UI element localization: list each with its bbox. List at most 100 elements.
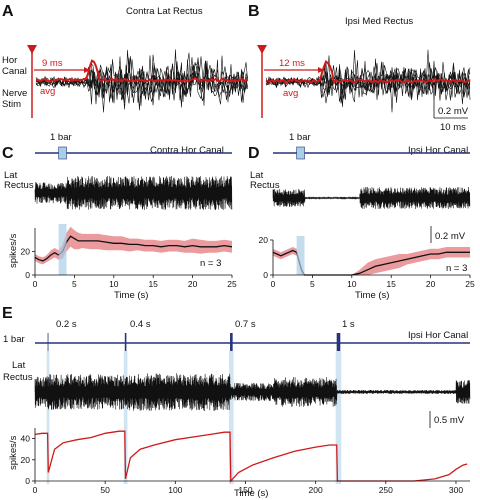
- y-tick-label: 40: [21, 434, 31, 444]
- hor-canal-label-1: Hor: [2, 55, 17, 66]
- y-tick-label: 0: [25, 270, 30, 280]
- trace-label-e-2: Rectus: [3, 372, 33, 383]
- sweep-trace: [265, 49, 471, 108]
- avg-label-b: avg: [283, 88, 298, 99]
- x-tick-label: 15: [148, 279, 158, 289]
- xlabel-d: Time (s): [355, 290, 389, 301]
- latency-arrow-a: [34, 67, 90, 73]
- x-tick-label: 200: [309, 485, 323, 495]
- spike-trace-c: [34, 175, 233, 210]
- sem-band: [273, 247, 470, 275]
- x-tick-label: 5: [72, 279, 77, 289]
- duration-label-4: 1 s: [342, 319, 355, 330]
- panel-b-title: Ipsi Med Rectus: [345, 16, 413, 27]
- x-tick-label: 10: [109, 279, 119, 289]
- hor-canal-label-2: Canal: [2, 66, 27, 77]
- mean-rate-line: [34, 235, 233, 262]
- panel-e-letter: E: [2, 305, 13, 322]
- ylabel-e: spikes/s: [8, 435, 19, 470]
- x-tick-label: 0: [271, 279, 276, 289]
- stim-window-d: [296, 146, 305, 160]
- x-tick-label: 0: [33, 279, 38, 289]
- x-tick-label: 5: [310, 279, 315, 289]
- trace-label-e-1: Lat: [12, 360, 26, 371]
- rate-chart-d: 0 5 10 15 20 25 0 20: [259, 235, 475, 289]
- y-tick-label: 0: [263, 270, 268, 280]
- ylabel-c: spikes/s: [8, 233, 19, 268]
- bar-label-c: 1 bar: [50, 132, 72, 143]
- bar-label-d: 1 bar: [289, 132, 311, 143]
- n-label-c: n = 3: [200, 258, 221, 269]
- avg-label-a: avg: [40, 86, 55, 97]
- trace-label-d-2: Rectus: [250, 180, 280, 191]
- y-tick-label: 20: [259, 235, 269, 245]
- x-tick-label: 25: [465, 279, 475, 289]
- duration-label-1: 0.2 s: [56, 319, 77, 330]
- stim-pulse: [124, 333, 127, 351]
- firing-rate-line: [34, 430, 468, 483]
- stim-pulse: [336, 333, 341, 351]
- latency-a: 9 ms: [42, 58, 63, 69]
- x-tick-label: 150: [238, 485, 252, 495]
- panel-d-letter: D: [248, 145, 260, 162]
- x-tick-label: 20: [188, 279, 198, 289]
- panel-c-title: Contra Hor Canal: [150, 145, 224, 156]
- xlabel-c: Time (s): [114, 290, 148, 301]
- nerve-stim-label-2: Stim: [2, 99, 21, 110]
- stim-windows-e: [46, 333, 342, 484]
- scale-time-b: 10 ms: [440, 122, 466, 133]
- y-tick-label: 20: [21, 247, 31, 257]
- latency-arrow-b: [264, 67, 324, 73]
- x-tick-label: 300: [449, 485, 463, 495]
- stim-shading: [229, 351, 234, 484]
- xlabel-e: Time (s): [234, 488, 268, 499]
- duration-label-3: 0.7 s: [235, 319, 256, 330]
- x-tick-label: 10: [347, 279, 357, 289]
- panel-d-title: Ipsi Hor Canal: [408, 145, 468, 156]
- panel-e-title: Ipsi Hor Canal: [408, 330, 468, 341]
- panel-a-letter: A: [2, 3, 14, 20]
- latency-b: 12 ms: [279, 58, 305, 69]
- trace-label-d-1: Lat: [250, 170, 264, 181]
- stim-window-c: [58, 146, 67, 160]
- n-label-d: n = 3: [446, 263, 467, 274]
- sweep-trace: [35, 49, 248, 113]
- nerve-stim-label-1: Nerve: [2, 88, 27, 99]
- stim-arrow-b: [257, 45, 267, 54]
- stim-pulse: [230, 333, 233, 351]
- stim-arrow-a: [27, 45, 37, 54]
- stim-pulse: [47, 333, 49, 351]
- duration-label-2: 0.4 s: [130, 319, 151, 330]
- x-tick-label: 100: [168, 485, 182, 495]
- average-trace-b: [265, 59, 471, 85]
- stim-shading: [335, 351, 342, 484]
- x-tick-label: 0: [33, 485, 38, 495]
- trace-label-c-1: Lat: [4, 170, 18, 181]
- bar-label-e: 1 bar: [3, 334, 25, 345]
- x-tick-label: 50: [100, 485, 110, 495]
- stim-shading: [123, 351, 128, 484]
- x-tick-label: 20: [426, 279, 436, 289]
- x-tick-label: 25: [227, 279, 237, 289]
- rate-chart-c: 0 5 10 15 20 25 0 20: [21, 224, 237, 289]
- stim-shading: [296, 236, 305, 275]
- sweep-trace: [36, 56, 248, 111]
- sem-band: [35, 226, 232, 265]
- stim-shading: [46, 351, 50, 484]
- stim-shading: [58, 224, 67, 275]
- scale-voltage-e: 0.5 mV: [434, 415, 465, 426]
- y-tick-label: 20: [21, 455, 31, 465]
- panel-a-title: Contra Lat Rectus: [126, 6, 203, 17]
- rate-chart-e: 0 50 100 150 200 250 300 0 20 40: [21, 428, 470, 495]
- x-tick-label: 250: [379, 485, 393, 495]
- trace-label-c-2: Rectus: [4, 180, 34, 191]
- panel-b-letter: B: [248, 3, 260, 20]
- scale-voltage-b: 0.2 mV: [438, 106, 469, 117]
- average-trace-a: [35, 59, 249, 83]
- y-tick-label: 0: [25, 476, 30, 486]
- scale-bar-b: [433, 96, 468, 119]
- panel-c-letter: C: [2, 145, 14, 162]
- spike-trace-e: [34, 373, 471, 412]
- spike-trace-d: [272, 186, 471, 210]
